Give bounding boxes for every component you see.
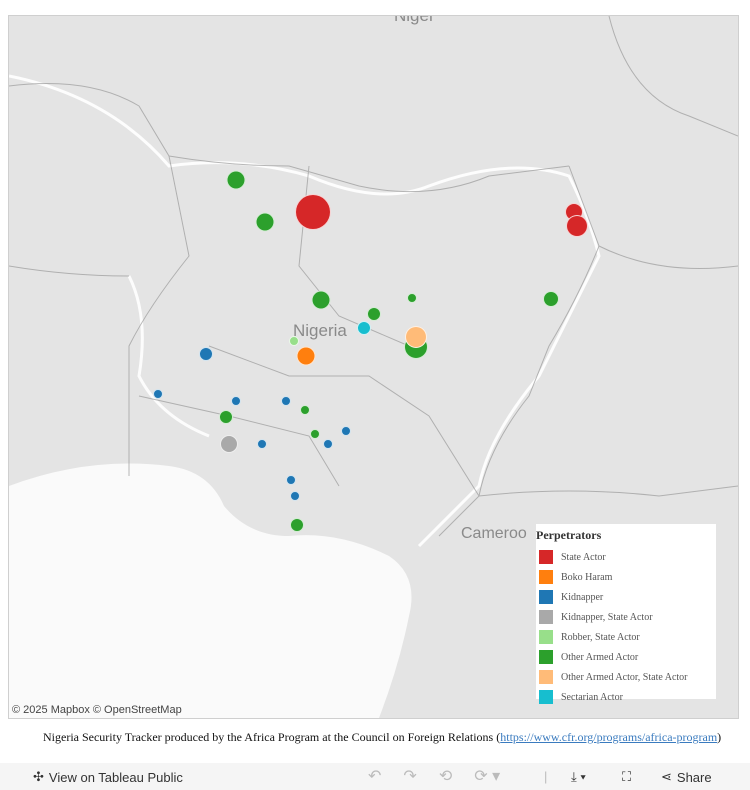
- incident-marker[interactable]: [405, 326, 427, 348]
- africa-program-link[interactable]: https://www.cfr.org/programs/africa-prog…: [500, 730, 718, 744]
- legend-swatch: [539, 590, 553, 604]
- legend-swatch: [539, 670, 553, 684]
- refresh-icon[interactable]: ⟳ ▾: [474, 768, 501, 785]
- legend-label: Kidnapper: [561, 591, 604, 603]
- legend-item[interactable]: State Actor: [536, 547, 716, 567]
- legend-label: Kidnapper, State Actor: [561, 611, 653, 623]
- fullscreen-icon: ⛶: [622, 769, 632, 784]
- incident-marker[interactable]: [543, 291, 559, 307]
- incident-marker[interactable]: [219, 410, 233, 424]
- tableau-logo-icon: ✣: [33, 769, 44, 784]
- incident-marker[interactable]: [220, 435, 238, 453]
- download-button[interactable]: ⤓ ▾: [571, 769, 586, 785]
- incident-marker[interactable]: [231, 396, 241, 406]
- legend-title: Perpetrators: [536, 528, 602, 542]
- toolbar-divider: |: [544, 769, 548, 784]
- caption: Nigeria Security Tracker produced by the…: [43, 730, 721, 745]
- incident-marker[interactable]: [289, 336, 299, 346]
- legend-swatch: [539, 690, 553, 704]
- legend-item[interactable]: Other Armed Actor: [536, 647, 716, 667]
- legend-item[interactable]: Robber, State Actor: [536, 627, 716, 647]
- incident-marker[interactable]: [226, 170, 246, 190]
- legend-swatch: [539, 650, 553, 664]
- caption-close: ): [717, 730, 722, 744]
- legend-label: Sectarian Actor: [561, 691, 623, 703]
- share-button[interactable]: ⋖ Share: [661, 769, 712, 785]
- legend-label: State Actor: [561, 551, 606, 563]
- incident-marker[interactable]: [341, 426, 351, 436]
- undo-icon[interactable]: ↶: [368, 768, 382, 785]
- incident-marker[interactable]: [290, 518, 304, 532]
- map-attribution[interactable]: © 2025 Mapbox © OpenStreetMap: [12, 704, 182, 716]
- legend-swatch: [539, 550, 553, 564]
- legend-label: Other Armed Actor, State Actor: [561, 671, 688, 683]
- legend-item[interactable]: Sectarian Actor: [536, 687, 716, 707]
- incident-marker[interactable]: [323, 439, 333, 449]
- map-label-niger: Niger: [394, 15, 435, 25]
- incident-marker[interactable]: [286, 475, 296, 485]
- revert-icon[interactable]: ⟲: [438, 768, 453, 785]
- incident-marker[interactable]: [153, 389, 163, 399]
- legend: Perpetrators State Actor Boko Haram Kidnap…: [536, 524, 716, 704]
- download-icon: ⤓ ▾: [571, 769, 586, 784]
- map-basemap: [9, 16, 738, 718]
- incident-marker[interactable]: [357, 321, 371, 335]
- legend-item[interactable]: Boko Haram: [536, 567, 716, 587]
- view-on-tableau-label: View on Tableau Public: [48, 769, 183, 785]
- share-icon: ⋖: [661, 769, 672, 784]
- map-label-cameroon: Cameroo: [461, 525, 527, 542]
- incident-marker[interactable]: [281, 396, 291, 406]
- incident-marker[interactable]: [296, 346, 316, 366]
- legend-label: Robber, State Actor: [561, 631, 640, 643]
- incident-marker[interactable]: [257, 439, 267, 449]
- legend-swatch: [539, 570, 553, 584]
- incident-marker[interactable]: [199, 347, 213, 361]
- legend-item[interactable]: Kidnapper, State Actor: [536, 607, 716, 627]
- legend-swatch: [539, 630, 553, 644]
- incident-marker[interactable]: [295, 194, 331, 230]
- tableau-toolbar: ✣ View on Tableau Public ↶ ↷ ⟲ ⟳ ▾ | ⤓ ▾…: [0, 763, 750, 790]
- incident-marker[interactable]: [310, 429, 320, 439]
- incident-marker[interactable]: [255, 212, 275, 232]
- map-label-nigeria: Nigeria: [293, 321, 347, 340]
- caption-text: Nigeria Security Tracker produced by the…: [43, 730, 501, 744]
- incident-marker[interactable]: [290, 491, 300, 501]
- map[interactable]: Niger Nigeria Cameroo Perpetrators State…: [8, 15, 739, 719]
- view-on-tableau-button[interactable]: ✣ View on Tableau Public: [33, 769, 183, 785]
- redo-icon[interactable]: ↷: [403, 768, 417, 785]
- share-label: Share: [676, 769, 712, 785]
- legend-swatch: [539, 610, 553, 624]
- incident-marker[interactable]: [311, 290, 331, 310]
- legend-item[interactable]: Kidnapper: [536, 587, 716, 607]
- incident-marker[interactable]: [367, 307, 381, 321]
- legend-label: Other Armed Actor: [561, 651, 639, 663]
- legend-item[interactable]: Other Armed Actor, State Actor: [536, 667, 716, 687]
- incident-marker[interactable]: [300, 405, 310, 415]
- legend-label: Boko Haram: [561, 571, 613, 583]
- incident-marker[interactable]: [407, 293, 417, 303]
- fullscreen-button[interactable]: ⛶: [622, 769, 631, 785]
- incident-marker[interactable]: [566, 215, 588, 237]
